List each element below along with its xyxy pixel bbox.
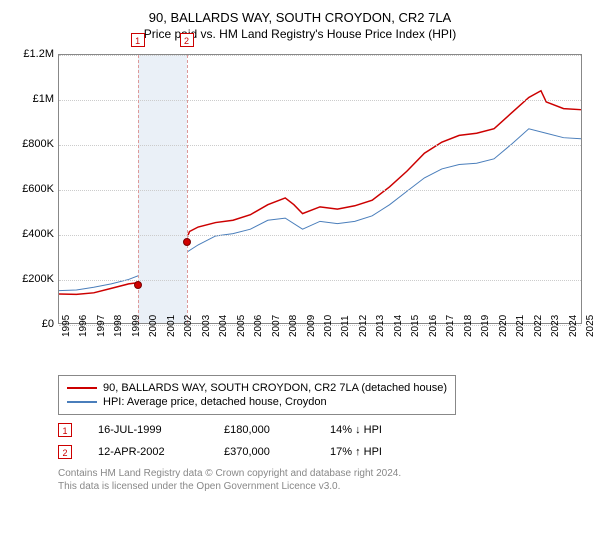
x-axis-label: 1999: [131, 315, 142, 337]
y-axis-label: £200K: [10, 273, 54, 285]
chart-area: 12 £0 £200K £400K £600K £800K £1M £1.2M 1995 199…: [8, 49, 592, 369]
x-axis-label: 2005: [236, 315, 247, 337]
x-axis-label: 2021: [515, 315, 526, 337]
x-axis-label: 2013: [375, 315, 386, 337]
y-axis-label: £0: [10, 318, 54, 330]
footnote-line-2: This data is licensed under the Open Gov…: [58, 480, 592, 493]
x-axis-label: 2018: [463, 315, 474, 337]
y-axis-label: £1.2M: [10, 48, 54, 60]
highlight-band: [138, 55, 187, 323]
chart-title: 90, BALLARDS WAY, SOUTH CROYDON, CR2 7LA: [8, 10, 592, 25]
legend-label: HPI: Average price, detached house, Croy…: [103, 396, 327, 408]
sale-row: 2 12-APR-2002 £370,000 17% ↑ HPI: [58, 445, 592, 459]
sale-marker-number: 2: [180, 33, 194, 47]
x-axis-label: 1997: [96, 315, 107, 337]
x-axis-label: 2011: [340, 315, 351, 337]
legend-label: 90, BALLARDS WAY, SOUTH CROYDON, CR2 7LA…: [103, 382, 447, 394]
sale-row-marker: 2: [58, 445, 72, 459]
legend-item: 90, BALLARDS WAY, SOUTH CROYDON, CR2 7LA…: [67, 382, 447, 394]
x-axis-label: 2020: [498, 315, 509, 337]
x-axis-label: 2010: [323, 315, 334, 337]
footnote: Contains HM Land Registry data © Crown c…: [58, 467, 592, 493]
plot-area: 12: [58, 54, 582, 324]
sale-pct: 14% ↓ HPI: [330, 424, 382, 436]
chart-subtitle: Price paid vs. HM Land Registry's House …: [8, 27, 592, 41]
x-axis-label: 2017: [445, 315, 456, 337]
sale-marker-number: 1: [131, 33, 145, 47]
x-axis-label: 2019: [480, 315, 491, 337]
x-axis-label: 2015: [410, 315, 421, 337]
x-axis-label: 2009: [306, 315, 317, 337]
sale-point: [183, 238, 191, 246]
x-axis-label: 2008: [288, 315, 299, 337]
legend-swatch: [67, 401, 97, 403]
legend-item: HPI: Average price, detached house, Croy…: [67, 396, 447, 408]
sale-pct: 17% ↑ HPI: [330, 446, 382, 458]
sales-table: 1 16-JUL-1999 £180,000 14% ↓ HPI 2 12-APR-200…: [8, 423, 592, 459]
x-axis-label: 2014: [393, 315, 404, 337]
x-axis-label: 2001: [166, 315, 177, 337]
arrow-icon: ↑: [355, 446, 361, 458]
sale-date: 12-APR-2002: [98, 446, 198, 458]
x-axis-label: 1996: [78, 315, 89, 337]
x-axis-label: 1998: [113, 315, 124, 337]
sale-point: [134, 281, 142, 289]
footnote-line-1: Contains HM Land Registry data © Crown c…: [58, 467, 592, 480]
y-axis-label: £400K: [10, 228, 54, 240]
x-axis-label: 2007: [271, 315, 282, 337]
sale-price: £370,000: [224, 446, 304, 458]
y-axis-label: £1M: [10, 93, 54, 105]
x-axis-label: 2022: [533, 315, 544, 337]
x-axis-label: 2025: [585, 315, 596, 337]
legend: 90, BALLARDS WAY, SOUTH CROYDON, CR2 7LA…: [58, 375, 456, 415]
x-axis-label: 2016: [428, 315, 439, 337]
sale-date: 16-JUL-1999: [98, 424, 198, 436]
x-axis-label: 2000: [148, 315, 159, 337]
arrow-icon: ↓: [355, 424, 361, 436]
y-axis-label: £800K: [10, 138, 54, 150]
x-axis-label: 1995: [61, 315, 72, 337]
sale-row: 1 16-JUL-1999 £180,000 14% ↓ HPI: [58, 423, 592, 437]
y-axis-label: £600K: [10, 183, 54, 195]
sale-row-marker: 1: [58, 423, 72, 437]
legend-swatch: [67, 387, 97, 389]
sale-marker-line: [187, 55, 188, 323]
sale-price: £180,000: [224, 424, 304, 436]
x-axis-label: 2006: [253, 315, 264, 337]
x-axis-label: 2012: [358, 315, 369, 337]
x-axis-label: 2024: [568, 315, 579, 337]
x-axis-label: 2004: [218, 315, 229, 337]
x-axis-label: 2002: [183, 315, 194, 337]
x-axis-label: 2023: [550, 315, 561, 337]
x-axis-label: 2003: [201, 315, 212, 337]
chart-container: 90, BALLARDS WAY, SOUTH CROYDON, CR2 7LA…: [8, 10, 592, 493]
